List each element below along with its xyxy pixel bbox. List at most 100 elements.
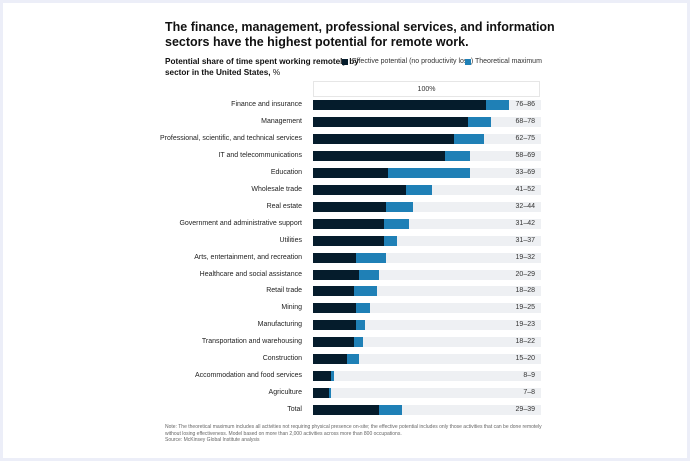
bar-theoretical <box>358 269 380 280</box>
category-label: Professional, scientific, and technical … <box>159 134 302 142</box>
bar-effective <box>313 371 332 382</box>
value-label: 15–20 <box>515 355 535 363</box>
bar-track <box>313 218 541 229</box>
bar-theoretical <box>468 116 491 127</box>
bar-track <box>313 354 541 365</box>
bar-effective <box>313 184 407 195</box>
bar-effective <box>313 252 357 263</box>
bar-theoretical <box>356 303 370 314</box>
category-label: Real estate <box>266 202 302 210</box>
bar-effective <box>313 337 355 348</box>
value-label: 8–9 <box>523 372 535 380</box>
value-label: 32–44 <box>515 202 535 210</box>
bar-effective <box>313 150 446 161</box>
bar-track <box>313 337 541 348</box>
bar-effective <box>313 100 487 110</box>
value-label: 41–52 <box>515 185 535 193</box>
category-label: Utilities <box>279 236 302 244</box>
bar-theoretical <box>445 150 471 161</box>
bar-effective <box>313 320 357 331</box>
bar-track <box>313 303 541 314</box>
bar-theoretical <box>356 252 386 263</box>
value-label: 33–69 <box>515 168 535 176</box>
bar-effective <box>313 218 384 229</box>
bar-theoretical <box>385 201 414 212</box>
bar-theoretical <box>406 184 432 195</box>
footnote: Note: The theoretical maximum includes a… <box>165 424 555 444</box>
category-label: Finance and insurance <box>231 101 302 108</box>
bar-theoretical <box>454 133 484 144</box>
category-label: Transportation and warehousing <box>201 338 302 346</box>
legend-label: Theoretical maximum <box>475 58 542 65</box>
bar-effective <box>313 286 355 297</box>
legend-swatch-effective <box>342 58 348 65</box>
bar-effective <box>313 269 359 280</box>
bar-theoretical <box>347 354 359 365</box>
bar-effective <box>313 388 329 399</box>
bar-theoretical <box>354 337 364 348</box>
bar-track <box>313 286 541 297</box>
chart-subtitle: Potential share of time spent working re… <box>165 56 365 78</box>
value-label: 7–8 <box>523 389 535 397</box>
value-label: 58–69 <box>515 151 535 159</box>
value-label: 68–78 <box>515 117 535 125</box>
bar-track <box>313 150 541 161</box>
category-label: Total <box>287 406 302 414</box>
category-label: Manufacturing <box>257 321 302 329</box>
bar-track <box>313 235 541 246</box>
value-label: 20–29 <box>515 270 535 278</box>
bar-effective <box>313 235 384 246</box>
bar-effective <box>313 201 386 212</box>
category-label: Accommodation and food services <box>195 372 302 380</box>
bar-effective <box>313 354 348 365</box>
bar-theoretical <box>354 286 377 297</box>
bar-theoretical <box>356 320 366 331</box>
category-label: Wholesale trade <box>251 185 302 193</box>
subtitle-text: Potential share of time spent working re… <box>165 57 359 77</box>
bar-theoretical <box>383 218 409 229</box>
category-label: Construction <box>262 355 302 363</box>
legend-theoretical: Theoretical maximum <box>465 58 542 65</box>
bar-track <box>313 201 541 212</box>
legend-label: Effective potential (no productivity los… <box>352 58 474 65</box>
value-label: 29–39 <box>515 406 535 414</box>
bar-track <box>313 167 541 178</box>
source-text: Source: McKinsey Global Institute analys… <box>165 437 260 443</box>
chart-title: The finance, management, professional se… <box>165 20 555 49</box>
category-label: Management <box>261 117 302 125</box>
value-label: 19–23 <box>515 321 535 329</box>
bar-track <box>313 252 541 263</box>
category-label: Agriculture <box>268 389 302 397</box>
bar-theoretical <box>331 371 334 382</box>
category-label: Government and administrative support <box>179 219 302 227</box>
bar-track <box>313 405 541 416</box>
bar-track <box>313 388 541 399</box>
value-label: 18–22 <box>515 338 535 346</box>
value-label: 76–86 <box>515 101 535 108</box>
note-text: Note: The theoretical maximum includes a… <box>165 424 542 437</box>
subtitle-unit: % <box>272 68 281 77</box>
bar-track <box>313 269 541 280</box>
bar-track <box>313 184 541 195</box>
bar-theoretical <box>379 405 402 416</box>
category-label: Arts, entertainment, and recreation <box>194 253 302 261</box>
legend-swatch-theoretical <box>465 58 471 65</box>
bar-theoretical <box>328 388 332 399</box>
bar-track <box>313 116 541 127</box>
value-label: 18–28 <box>515 287 535 295</box>
value-label: 19–32 <box>515 253 535 261</box>
bar-effective <box>313 133 455 144</box>
bar-theoretical <box>388 167 471 178</box>
bar-effective <box>313 405 380 416</box>
axis-header: 100% <box>313 81 540 97</box>
category-label: Healthcare and social assistance <box>199 270 302 278</box>
value-label: 31–37 <box>515 236 535 244</box>
bar-track <box>313 320 541 331</box>
value-label: 19–25 <box>515 304 535 312</box>
chart-card: The finance, management, professional se… <box>3 3 687 458</box>
bar-track <box>313 100 541 110</box>
bar-theoretical <box>383 235 398 246</box>
bar-effective <box>313 116 469 127</box>
value-label: 31–42 <box>515 219 535 227</box>
bar-theoretical <box>486 100 510 110</box>
